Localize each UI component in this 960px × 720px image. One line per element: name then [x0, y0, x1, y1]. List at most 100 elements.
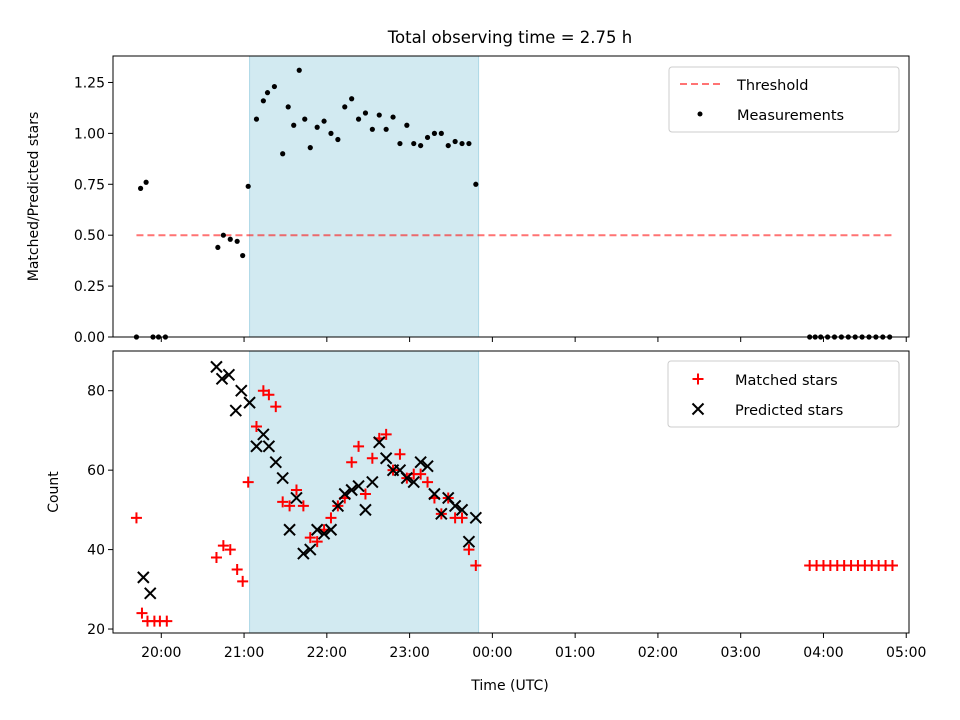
matched-star-point — [224, 544, 236, 556]
predicted-star-point — [352, 479, 365, 493]
measurement-point — [404, 122, 410, 128]
ratio-panel-frame — [112, 55, 910, 338]
x-tick-label: 02:00 — [638, 645, 678, 661]
measurement-point — [445, 142, 451, 149]
measurement-point — [321, 118, 327, 124]
measurement-point — [143, 179, 149, 185]
measurement-point — [328, 130, 334, 136]
ratio-y-tick-label: 1.25 — [74, 75, 105, 91]
ratio-plot-marks — [133, 67, 893, 340]
x-tick-label: 20:00 — [141, 645, 181, 661]
matched-star-point — [359, 488, 371, 500]
predicted-star-point — [269, 456, 282, 469]
predicted-star-point — [324, 523, 338, 536]
count-legend: Matched stars Predicted stars — [667, 360, 900, 428]
matched-star-point — [470, 559, 482, 571]
count-panel: 20 40 60 80 20:00 21:00 22:00 23:00 00:00 01:00 02… — [46, 350, 926, 661]
matched-star-point — [217, 540, 229, 552]
predicted-star-point — [331, 499, 345, 513]
matched-star-point — [346, 456, 358, 468]
count-panel-frame — [112, 350, 910, 634]
predicted-star-point — [407, 475, 420, 489]
measurement-point — [335, 136, 341, 143]
matched-stars-legend-label: Matched stars — [735, 373, 838, 389]
matched-star-point — [415, 468, 427, 480]
matched-star-point — [210, 552, 222, 564]
count-y-tick-label: 60 — [87, 463, 105, 479]
predicted-star-point — [338, 487, 351, 501]
matched-star-point — [277, 496, 289, 508]
matched-star-point — [237, 575, 249, 587]
predicted-star-point — [144, 587, 157, 600]
count-panel-axes: 20 40 60 80 20:00 21:00 22:00 23:00 00:00 01:00 02… — [87, 384, 926, 661]
predicted-star-point — [345, 483, 358, 497]
predicted-star-point — [359, 503, 372, 517]
observing-window-shade-top — [249, 55, 480, 338]
ratio-legend-box — [668, 66, 900, 133]
predicted-star-point — [400, 471, 414, 485]
predicted-star-point — [414, 456, 427, 469]
measurement-point — [438, 130, 444, 136]
predicted-star-point — [373, 436, 386, 449]
matched-star-point — [463, 544, 475, 556]
predicted-stars-legend-marker — [691, 402, 705, 416]
matched-star-point — [250, 420, 262, 432]
predicted-star-point — [304, 543, 317, 556]
count-y-axis-label: Count — [46, 471, 62, 513]
ratio-y-tick-label: 0.50 — [74, 228, 105, 244]
ratio-y-axis-label: Matched/Predicted stars — [26, 112, 42, 282]
ratio-y-tick-label: 1.00 — [74, 126, 105, 142]
measurement-point — [459, 140, 465, 147]
x-tick-label: 01:00 — [555, 645, 595, 661]
x-tick-label: 21:00 — [224, 645, 264, 661]
measurement-point — [411, 140, 417, 147]
matched-star-point — [263, 389, 275, 401]
measurement-point — [452, 138, 458, 145]
count-y-tick-label: 40 — [87, 543, 105, 559]
x-tick-label: 23:00 — [389, 645, 429, 661]
matched-star-point — [380, 428, 392, 440]
matched-star-point — [456, 512, 468, 524]
measurement-point — [245, 183, 251, 189]
predicted-stars-legend-swatch — [691, 402, 705, 416]
predicted-star-point — [276, 471, 289, 485]
predicted-star-point — [137, 571, 150, 584]
measurement-point — [314, 124, 320, 130]
matched-stars-legend-marker — [692, 373, 704, 385]
predicted-star-point — [235, 384, 248, 397]
count-y-tick-label: 20 — [87, 622, 105, 638]
matched-star-point — [284, 500, 296, 512]
predicted-star-point — [243, 396, 256, 409]
predicted-star-point — [435, 507, 448, 521]
measurement-point — [291, 122, 297, 128]
matched-star-point — [325, 512, 337, 524]
matched-stars-legend-swatch — [692, 373, 704, 385]
measurement-point — [285, 104, 291, 110]
x-axis-label: Time (UTC) — [470, 678, 548, 694]
matched-star-point — [297, 500, 309, 512]
predicted-star-point — [421, 459, 434, 473]
predicted-star-point — [297, 547, 310, 560]
measurement-point — [215, 244, 221, 251]
ratio-panel: 0.00 0.25 0.50 0.75 1.00 1.25 Matched/Predict… — [26, 55, 910, 346]
predicted-star-point — [215, 372, 229, 386]
predicted-star-point — [222, 368, 236, 382]
measurement-point — [355, 116, 362, 122]
predicted-star-point — [283, 523, 296, 536]
measurement-point — [264, 90, 271, 96]
matched-star-point — [257, 385, 269, 397]
threshold-legend-label: Threshold — [736, 78, 808, 94]
measurement-point — [473, 181, 479, 187]
count-legend-box — [667, 360, 900, 428]
measurements-legend-label: Measurements — [737, 108, 844, 124]
predicted-stars-legend-label: Predicted stars — [735, 403, 843, 419]
predicted-star-point — [469, 511, 483, 525]
matched-star-point — [270, 401, 282, 413]
matched-star-point — [422, 476, 434, 488]
measurement-point — [240, 252, 246, 259]
predicted-star-point — [366, 475, 379, 489]
measurement-point — [424, 134, 431, 141]
predicted-star-point — [455, 503, 469, 517]
observing-window-shade-bottom — [249, 350, 480, 634]
matched-star-point — [304, 532, 316, 544]
